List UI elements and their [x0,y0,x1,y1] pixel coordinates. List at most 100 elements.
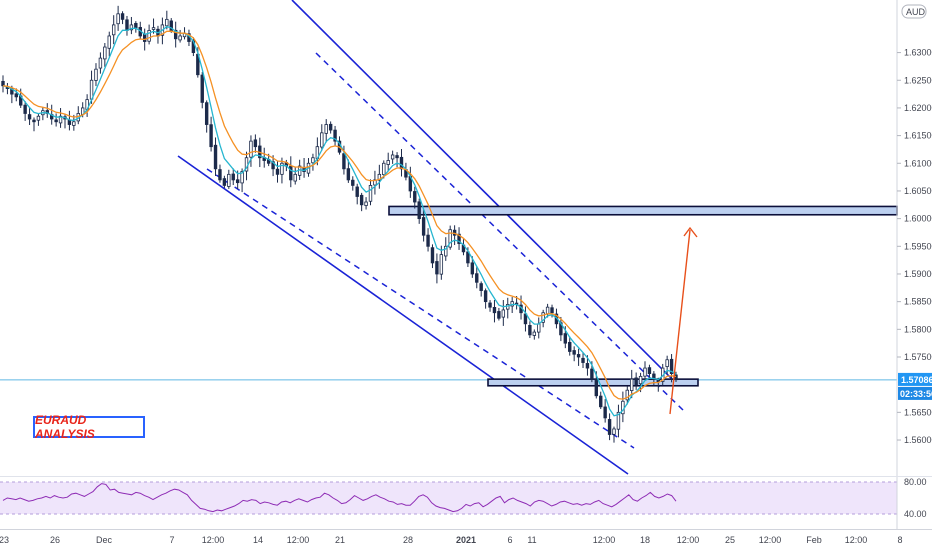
candle-body [165,18,169,27]
candle-body [107,35,111,49]
time-tick-label: 11 [527,535,536,545]
candle-body [275,168,280,175]
rsi-pane [0,481,897,515]
candle-body [1,80,5,87]
price-tick-label: 1.57500 [904,352,932,362]
price-tick-label: 1.60000 [904,214,932,224]
candle-body [643,367,647,377]
candle-body [204,102,209,125]
resistance-zone [388,205,898,216]
rsi-band [0,482,897,514]
projection-line [669,229,691,415]
time-tick-label: 28 [403,535,413,545]
candle-body [647,367,652,375]
candle-body [328,123,333,131]
candle-body [572,350,576,355]
rsi-line [2,483,677,513]
candle-body [497,311,501,319]
candle-body [324,124,328,134]
candle-body [240,171,244,184]
candle-body [665,359,669,367]
candle-body [134,22,138,29]
time-tick-label: 23 [0,535,9,545]
time-tick-label: 8 [897,535,902,545]
time-tick-label: Feb [806,535,822,545]
candle-body [103,46,107,60]
candle-body [413,191,417,203]
candle-body [430,247,435,264]
time-tick-label: 18 [640,535,650,545]
candle-body [599,395,603,408]
time-tick-label: 2021 [456,535,476,545]
price-tick-label: 1.61000 [904,158,932,168]
candle-body [568,341,572,352]
price-tick-label: 1.63000 [904,48,932,58]
candle-body [227,173,231,187]
candle-body [545,306,550,315]
candle-body [501,309,506,318]
time-tick-label: 26 [50,535,60,545]
candle-body [532,331,537,336]
time-tick-label: 6 [507,535,512,545]
candle-body [23,104,27,114]
candle-body [320,132,324,148]
candle-body [333,129,337,142]
candle-body [218,169,222,181]
candle-body [528,325,532,336]
rsi-tick-label: 40.00 [904,509,927,519]
price-tick-label: 1.56000 [904,435,932,445]
channel-mid-lower-dashed [206,168,635,449]
candle-body [222,178,227,186]
countdown-badge [898,386,932,400]
ema-slow-line [2,30,677,400]
time-tick-label: 12:00 [677,535,700,545]
candle-body [355,186,359,197]
candle-body [395,155,399,159]
current-price-value: 1.57086 [901,375,932,385]
candle-body [669,358,674,375]
analysis-label[interactable]: EURAUD ANALYSIS [33,413,145,441]
candle-body [249,140,253,158]
projection-arrow[interactable] [669,226,698,415]
candle-body [14,93,18,98]
candle-body [550,307,554,314]
price-tick-label: 1.60500 [904,186,932,196]
candle-body [590,368,594,380]
candle-body [213,144,218,170]
candle-body [231,173,235,181]
candle-body [32,119,36,123]
channel-lower-line [177,155,629,475]
candle-body [448,229,452,248]
moving-averages [2,25,677,417]
candle-body [125,19,129,31]
candle-body [346,168,351,181]
candle-body [492,307,497,314]
candle-body [289,165,293,181]
price-tick-label: 1.58000 [904,324,932,334]
channel-mid-upper-dashed [315,52,685,412]
candle-body [390,154,395,160]
time-tick-label: 21 [335,535,345,545]
currency-badge-label: AUD [906,7,926,17]
candles [1,5,678,443]
candle-body [342,153,346,170]
descending-channel[interactable] [177,0,685,475]
candle-body [94,68,98,81]
candle-body [625,389,629,401]
candle-body [426,234,430,247]
candle-body [147,30,151,42]
candle-body [173,29,178,40]
candle-body [280,162,284,175]
price-tick-label: 1.62500 [904,75,932,85]
time-tick-label: 25 [725,535,735,545]
candle-body [479,283,483,291]
candle-body [359,194,364,206]
candle-body [111,24,116,36]
rsi-tick-label: 80.00 [904,477,927,487]
candle-body [235,179,240,184]
candle-body [253,139,258,148]
candle-body [634,377,638,386]
